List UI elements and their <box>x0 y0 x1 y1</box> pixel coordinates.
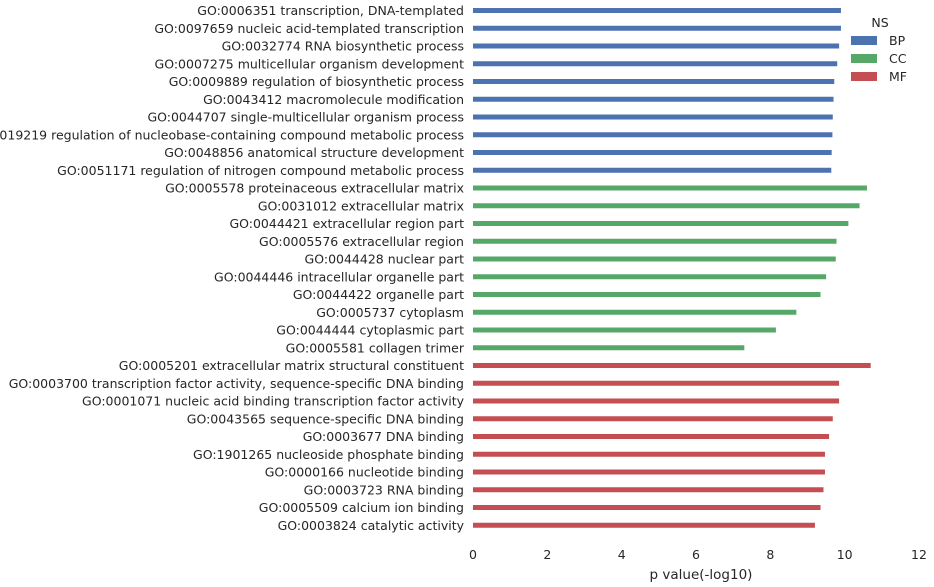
category-label: GO:0000166 nucleotide binding <box>265 465 464 480</box>
bar-go-0003677 <box>473 434 830 439</box>
bar-go-0044422 <box>473 292 821 297</box>
category-label: GO:0003824 catalytic activity <box>278 518 465 533</box>
bar-go-0005737 <box>473 309 797 315</box>
category-label: GO:0005581 collagen trimer <box>286 340 465 355</box>
legend-label-bp: BP <box>889 33 906 48</box>
legend: NS BP CC MF <box>851 15 907 84</box>
legend-swatch-bp <box>851 36 877 45</box>
bar-go-0044446 <box>473 274 827 280</box>
legend-swatch-mf <box>851 72 877 81</box>
category-label: GO:0043565 sequence-specific DNA binding <box>187 411 464 426</box>
bar-go-0005509 <box>473 505 821 510</box>
legend-title: NS <box>871 15 888 30</box>
bar-go-0003723 <box>473 487 824 493</box>
category-label: GO:0005201 extracellular matrix structur… <box>119 358 464 373</box>
x-tick-label: 12 <box>911 547 927 562</box>
bar-go-0043565 <box>473 416 833 422</box>
category-label: GO:0048856 anatomical structure developm… <box>164 145 464 160</box>
category-label: GO:0007275 multicellular organism develo… <box>155 56 465 71</box>
category-label: GO:0051171 regulation of nitrogen compou… <box>57 163 464 178</box>
bar-go-0032774 <box>473 43 840 49</box>
bar-go-0097659 <box>473 25 841 31</box>
category-label: GO:0032774 RNA biosynthetic process <box>222 39 464 54</box>
bar-go-0009889 <box>473 79 835 84</box>
bar-go-0044707 <box>473 114 833 120</box>
category-label: GO:0001071 nucleic acid binding transcri… <box>82 394 465 409</box>
category-label: GO:0005509 calcium ion binding <box>259 500 464 515</box>
category-label: GO:0005737 cytoplasm <box>316 305 464 320</box>
bar-go-0043412 <box>473 96 834 102</box>
category-label: GO:0009889 regulation of biosynthetic pr… <box>169 74 464 89</box>
x-tick-label: 0 <box>469 547 477 562</box>
legend-label-mf: MF <box>889 69 907 84</box>
bar-go-0019219 <box>473 132 833 138</box>
bar-go-0005578 <box>473 185 867 191</box>
category-label: GO:0003723 RNA binding <box>304 482 464 497</box>
bar-go-0003700 <box>473 380 840 386</box>
category-label: GO:0043412 macromolecule modification <box>203 92 464 107</box>
bar-go-0044421 <box>473 221 849 226</box>
category-label: GO:0005576 extracellular region <box>259 234 464 249</box>
category-label: GO:0019219 regulation of nucleobase-cont… <box>0 127 464 142</box>
category-labels-group: GO:0006351 transcription, DNA-templated G… <box>0 3 465 533</box>
bar-go-0000166 <box>473 469 825 475</box>
category-label: GO:0044422 organelle part <box>293 287 464 302</box>
category-label: GO:0005578 proteinaceous extracellular m… <box>165 181 464 196</box>
category-label: GO:0044428 nuclear part <box>305 252 465 267</box>
x-tick-label: 4 <box>618 547 626 562</box>
x-tick-label: 8 <box>766 547 774 562</box>
category-label: GO:0044421 extracellular region part <box>229 216 464 231</box>
bar-go-0007275 <box>473 61 838 67</box>
category-label: GO:0031012 extracellular matrix <box>258 198 464 213</box>
category-label: GO:0003677 DNA binding <box>303 429 464 444</box>
category-label: GO:0044444 cytoplasmic part <box>276 323 464 338</box>
bar-go-0005581 <box>473 345 745 351</box>
bar-go-0001071 <box>473 398 840 404</box>
bar-go-1901265 <box>473 451 825 457</box>
category-label: GO:1901265 nucleoside phosphate binding <box>193 447 464 462</box>
bar-go-0051171 <box>473 167 832 173</box>
category-label: GO:0097659 nucleic acid-templated transc… <box>154 21 464 36</box>
bar-go-0044428 <box>473 256 836 262</box>
category-label: GO:0044446 intracellular organelle part <box>214 269 464 284</box>
category-label: GO:0006351 transcription, DNA-templated <box>197 3 464 18</box>
bar-go-0005576 <box>473 238 837 244</box>
x-axis-label: p value(-log10) <box>650 567 753 583</box>
x-tick-label: 10 <box>837 547 853 562</box>
bar-go-0031012 <box>473 203 860 209</box>
bar-go-0003824 <box>473 522 815 528</box>
x-axis-ticks-group: 0 2 4 6 8 10 12 <box>469 547 927 562</box>
legend-label-cc: CC <box>889 51 907 66</box>
category-label: GO:0044707 single-multicellular organism… <box>147 110 464 125</box>
bars-group <box>473 8 871 528</box>
bar-go-0048856 <box>473 150 832 155</box>
x-tick-label: 2 <box>543 547 551 562</box>
bar-go-0006351 <box>473 8 841 13</box>
bar-go-0044444 <box>473 327 776 333</box>
legend-swatch-cc <box>851 54 877 63</box>
category-label: GO:0003700 transcription factor activity… <box>9 376 464 391</box>
x-tick-label: 6 <box>692 547 700 562</box>
bar-go-0005201 <box>473 363 871 368</box>
